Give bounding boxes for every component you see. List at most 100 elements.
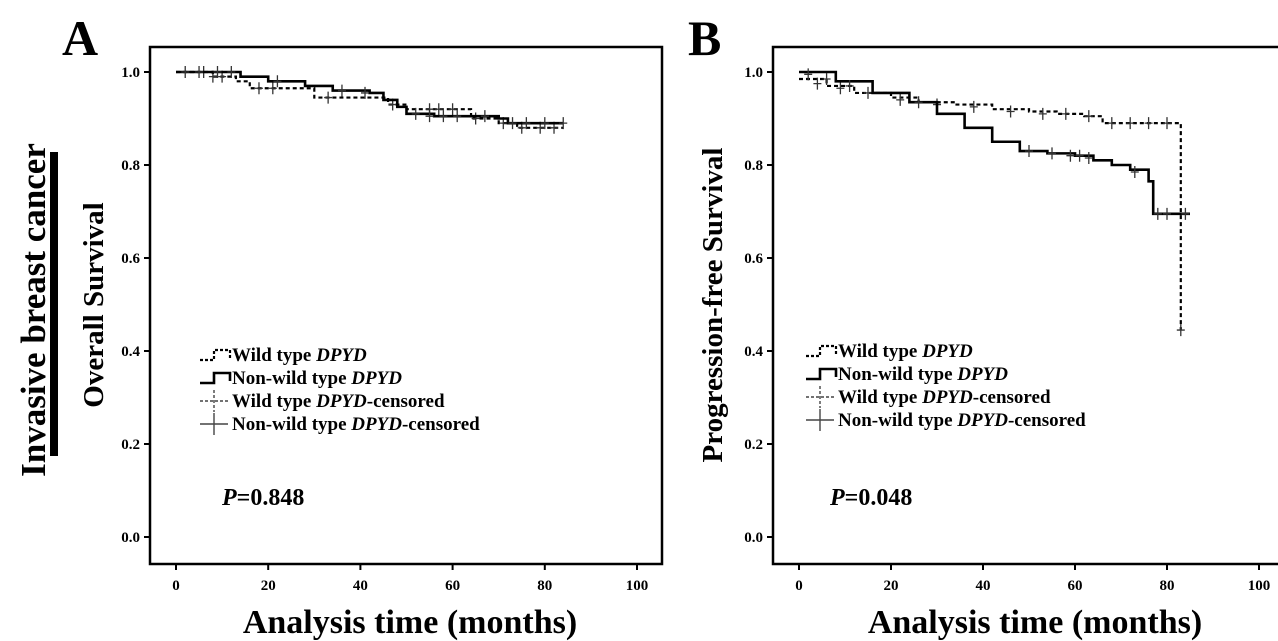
- non-wild-type-censor-mark-a: [522, 117, 531, 130]
- non-wild-type-censor-mark-b: [1066, 149, 1075, 162]
- non-wild-type-censor-mark-b: [1153, 207, 1162, 220]
- wild-type-censor-mark-a: [324, 91, 333, 104]
- wild-type-censor-mark-b: [1176, 324, 1185, 337]
- plot-frame-a: [148, 45, 664, 566]
- panel-a: 0.0 0.2 0.4 0.6 0.8 1.0 0 20 40 60 80 100 Overall S…: [78, 45, 664, 641]
- non-wild-type-curve-a: [176, 70, 564, 125]
- wild-type-censor-mark-b: [813, 77, 822, 90]
- non-wild-type-censor-mark-b: [1048, 147, 1056, 160]
- y-tick-label-a: 0.4: [121, 344, 140, 360]
- y-tick-label-b: 0.2: [744, 437, 763, 453]
- y-axis-title-a: Overall Survival: [78, 202, 110, 407]
- x-tick-label-a: 100: [626, 578, 649, 594]
- legend-label-a-1: Non-wild type DPYD: [232, 368, 402, 389]
- x-tick-label-a: 80: [537, 578, 552, 594]
- non-wild-type-censor-mark-b: [845, 79, 854, 92]
- wild-type-censor-mark-b: [1084, 110, 1093, 123]
- non-wild-type-censor-mark-b: [1084, 152, 1093, 165]
- legend-label-a-3: Non-wild type DPYD-censored: [232, 414, 480, 435]
- non-wild-type-censor-mark-b: [914, 96, 923, 109]
- wild-type-censor-mark-b: [1126, 117, 1135, 130]
- legend-label-a-0: Wild type DPYD: [232, 345, 367, 366]
- x-tick-label-b: 20: [884, 578, 899, 594]
- p-value-b: P=0.048: [829, 485, 912, 511]
- legend-symbol-a-1: [200, 371, 232, 385]
- p-value-a: P=0.848: [221, 485, 304, 511]
- legend-label-b-2: Wild type DPYD-censored: [838, 387, 1051, 408]
- panel-b: 0.0 0.2 0.4 0.6 0.8 1.0 0 20 40 60 80 100 Progressi…: [697, 45, 1278, 641]
- y-tick-label-b: 0.0: [744, 530, 763, 546]
- non-wild-type-censor-mark-b: [1075, 149, 1084, 162]
- legend-text-main: Non-wild type: [838, 410, 957, 431]
- non-wild-type-censor-mark-b: [1130, 165, 1139, 178]
- non-wild-type-censor-mark-a: [425, 110, 434, 123]
- x-tick-label-b: 100: [1248, 578, 1271, 594]
- x-tick-label-b: 0: [795, 578, 803, 594]
- legend-text-suffix: -censored: [973, 387, 1051, 408]
- legend-text-main: Non-wild type: [232, 368, 351, 389]
- legend-label-a-2: Wild type DPYD-censored: [232, 391, 445, 412]
- legend-label-b-1: Non-wild type DPYD: [838, 364, 1008, 385]
- p-value-prefix-a: P: [221, 485, 237, 511]
- y-tick-label-b: 0.8: [744, 158, 763, 174]
- wild-type-censor-mark-a: [254, 82, 263, 95]
- non-wild-type-censor-mark-b: [1163, 207, 1171, 220]
- non-wild-type-censor-mark-a: [195, 66, 204, 78]
- x-tick-label-b: 80: [1160, 578, 1175, 594]
- legend-text-gene: DPYD: [315, 391, 367, 412]
- non-wild-type-censor-mark-a: [213, 66, 222, 78]
- y-tick-label-a: 0.8: [121, 158, 140, 174]
- wild-type-censor-mark-b: [1038, 107, 1047, 120]
- wild-type-censor-mark-b: [864, 86, 872, 99]
- y-tick-label-a: 0.6: [121, 251, 140, 267]
- y-tick-label-b: 1.0: [744, 65, 763, 81]
- x-tick-label-a: 20: [261, 578, 276, 594]
- x-tick-label-a: 60: [445, 578, 460, 594]
- legend-symbol-a-0: [200, 348, 232, 362]
- legend-text-gene: DPYD: [956, 364, 1008, 385]
- non-wild-type-censor-mark-b: [1025, 145, 1033, 158]
- non-wild-type-censor-mark-a: [559, 117, 568, 130]
- x-tick-label-b: 60: [1068, 578, 1083, 594]
- non-wild-type-censor-mark-a: [181, 66, 190, 78]
- legend-text-gene: DPYD: [350, 368, 402, 389]
- non-wild-type-censor-mark-a: [453, 110, 462, 123]
- p-value-value-b: =0.048: [845, 485, 913, 511]
- non-wild-type-censor-mark-a: [439, 110, 448, 123]
- legend-symbol-b-2: [806, 386, 834, 408]
- panel-label-a: A: [62, 10, 98, 66]
- legend-text-main: Non-wild type: [232, 414, 351, 435]
- legend-text-main: Wild type: [232, 345, 316, 366]
- side-title: Invasive breast cancer: [14, 143, 53, 477]
- wild-type-censor-mark-b: [896, 93, 905, 106]
- wild-type-censor-mark-b: [969, 100, 978, 113]
- legend-text-gene: DPYD: [921, 387, 973, 408]
- legend-text-suffix: -censored: [367, 391, 445, 412]
- non-wild-type-censor-mark-b: [822, 72, 831, 85]
- legend-text-main: Wild type: [838, 387, 922, 408]
- p-value-value-a: =0.848: [237, 485, 305, 511]
- x-axis-title-a: Analysis time (months): [243, 604, 577, 641]
- wild-type-censor-mark-a: [434, 103, 443, 116]
- non-wild-type-censor-mark-a: [540, 117, 549, 130]
- legend-label-b-0: Wild type DPYD: [838, 341, 973, 362]
- legend-text-main: Non-wild type: [838, 364, 957, 385]
- legend-text-suffix: -censored: [402, 414, 480, 435]
- non-wild-type-censor-mark-a: [273, 75, 282, 88]
- non-wild-type-censor-mark-a: [361, 86, 370, 99]
- wild-type-censor-mark-a: [268, 82, 277, 95]
- wild-type-curve-b: [799, 77, 1182, 331]
- legend-symbol-a-2: [200, 390, 228, 412]
- wild-type-censor-mark-b: [1163, 117, 1171, 130]
- non-wild-type-censor-mark-a: [411, 107, 420, 120]
- legend-text-gene: DPYD: [350, 414, 402, 435]
- non-wild-type-curve-b: [799, 70, 1190, 216]
- legend-symbol-b-1: [806, 367, 838, 381]
- wild-type-censor-mark-a: [448, 103, 457, 116]
- side-title-bar: [50, 152, 58, 456]
- wild-type-censor-mark-b: [1107, 117, 1116, 130]
- legend-text-gene: DPYD: [921, 341, 973, 362]
- wild-type-censor-mark-b: [836, 82, 845, 95]
